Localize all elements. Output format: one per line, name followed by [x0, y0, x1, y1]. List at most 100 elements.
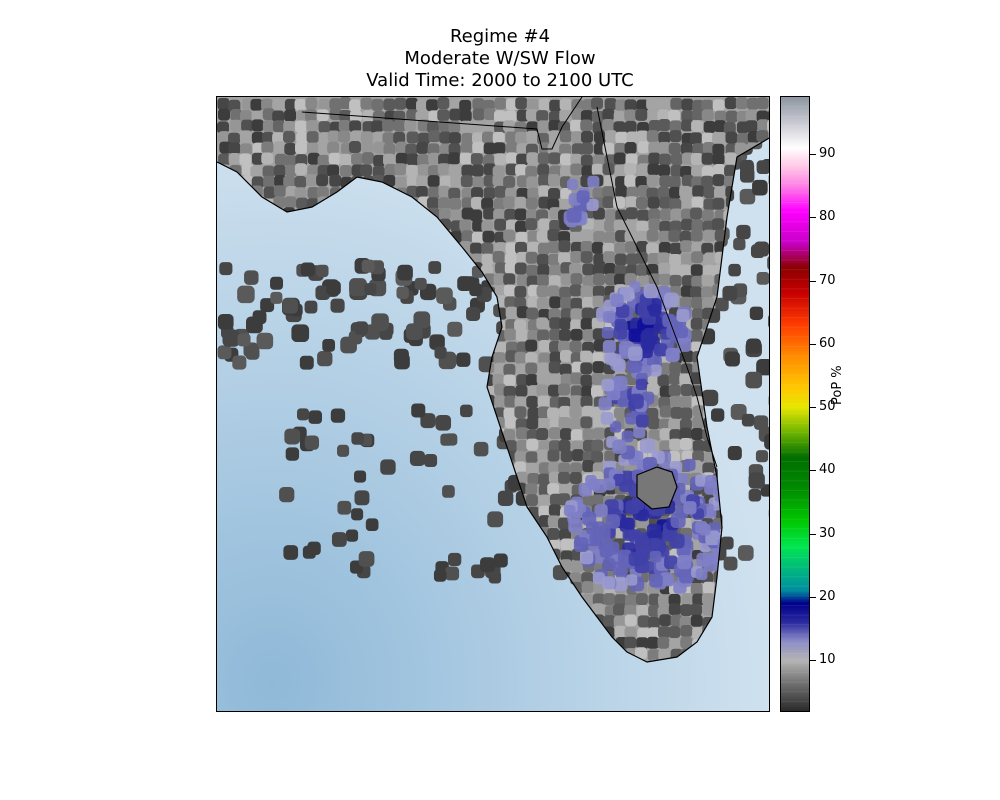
- colorbar-gradient: [781, 96, 809, 711]
- pop-cell: [670, 614, 683, 627]
- pop-cell: [373, 141, 386, 154]
- pop-cell: [680, 636, 693, 649]
- pop-cell: [657, 109, 670, 122]
- pop-cell: [669, 274, 682, 287]
- pop-cell: [525, 218, 538, 231]
- pop-cell: [272, 120, 285, 133]
- pop-cell: [558, 231, 571, 244]
- pop-cell: [537, 395, 550, 408]
- pop-cell: [582, 511, 597, 526]
- pop-cell: [679, 231, 692, 244]
- pop-cell: [338, 130, 351, 143]
- pop-cell: [571, 143, 584, 156]
- pop-cell: [274, 153, 287, 166]
- pop-cell: [648, 119, 661, 132]
- pop-cell: [228, 99, 241, 112]
- pop-cell: [614, 273, 627, 286]
- pop-cell: [406, 175, 419, 188]
- pop-cell: [647, 649, 660, 662]
- pop-cell: [337, 500, 352, 515]
- colorbar-tick: [810, 660, 816, 662]
- pop-cell: [416, 141, 429, 154]
- pop-cell: [251, 176, 264, 189]
- pop-cell: [679, 264, 692, 277]
- pop-cell: [527, 230, 540, 243]
- pop-cell: [493, 553, 508, 568]
- pop-cell: [483, 142, 496, 155]
- pop-cell: [317, 154, 330, 167]
- pop-cell: [448, 165, 461, 178]
- pop-cell: [239, 153, 252, 166]
- pop-cell: [493, 208, 506, 221]
- pop-cell: [680, 384, 693, 397]
- pop-cell: [448, 120, 461, 133]
- pop-cell: [581, 296, 594, 309]
- pop-cell: [628, 346, 643, 361]
- pop-cell: [262, 132, 275, 145]
- pop-cell: [505, 350, 518, 363]
- pop-cell: [735, 97, 748, 110]
- pop-cell: [514, 451, 527, 464]
- pop-cell: [576, 190, 590, 204]
- pop-cell: [405, 143, 418, 156]
- pop-cell: [548, 253, 561, 266]
- pop-cell: [648, 593, 661, 606]
- pop-cell: [712, 153, 725, 166]
- pop-cell: [549, 296, 562, 309]
- map-panel[interactable]: [216, 96, 770, 712]
- pop-cell: [659, 208, 672, 221]
- pop-cell: [702, 462, 715, 475]
- pop-cell: [525, 451, 538, 464]
- pop-cell: [690, 603, 703, 616]
- pop-cell: [603, 593, 616, 606]
- pop-cell: [481, 242, 494, 255]
- pop-cell: [526, 395, 539, 408]
- pop-cell: [592, 295, 605, 308]
- pop-cell: [658, 153, 671, 166]
- pop-cell: [635, 251, 648, 264]
- pop-cell: [680, 625, 693, 638]
- pop-cell: [459, 219, 472, 232]
- pop-cell: [405, 97, 418, 110]
- pop-cell: [658, 230, 671, 243]
- pop-cell: [297, 408, 310, 421]
- pop-cell: [598, 397, 612, 411]
- pop-cell: [690, 264, 703, 277]
- pop-cell: [692, 416, 705, 429]
- pop-cell: [624, 614, 637, 627]
- pop-cell: [538, 174, 551, 187]
- pop-cell: [514, 406, 527, 419]
- pop-cell: [262, 120, 275, 133]
- pop-cell: [692, 440, 705, 453]
- pop-cell: [371, 313, 389, 331]
- pop-cell: [627, 358, 642, 373]
- pop-cell: [637, 209, 650, 222]
- pop-cell: [449, 108, 462, 121]
- colorbar-tick-label: 20: [819, 589, 836, 605]
- pop-cell: [514, 351, 527, 364]
- pop-cell: [559, 109, 572, 122]
- pop-cell: [549, 264, 562, 277]
- pop-cell: [580, 416, 593, 429]
- pop-cell: [394, 97, 407, 110]
- pop-cell: [514, 220, 527, 233]
- pop-cell: [657, 186, 670, 199]
- pop-cell: [503, 385, 516, 398]
- pop-cell: [768, 174, 769, 185]
- pop-cell: [263, 186, 276, 199]
- pop-cell: [526, 417, 539, 430]
- pop-cell: [616, 304, 630, 318]
- pop-cell: [339, 97, 352, 110]
- pop-cell: [648, 303, 662, 317]
- pop-cell: [382, 119, 395, 132]
- pop-cell: [307, 186, 320, 199]
- pop-cell: [429, 334, 445, 350]
- pop-cell: [416, 175, 429, 188]
- pop-cell: [505, 131, 518, 144]
- colorbar-tick-label: 70: [819, 272, 836, 288]
- pop-cell: [592, 154, 605, 167]
- pop-cell: [416, 99, 429, 112]
- pop-cell: [217, 121, 230, 134]
- pop-cell: [635, 593, 648, 606]
- pop-cell: [715, 297, 729, 312]
